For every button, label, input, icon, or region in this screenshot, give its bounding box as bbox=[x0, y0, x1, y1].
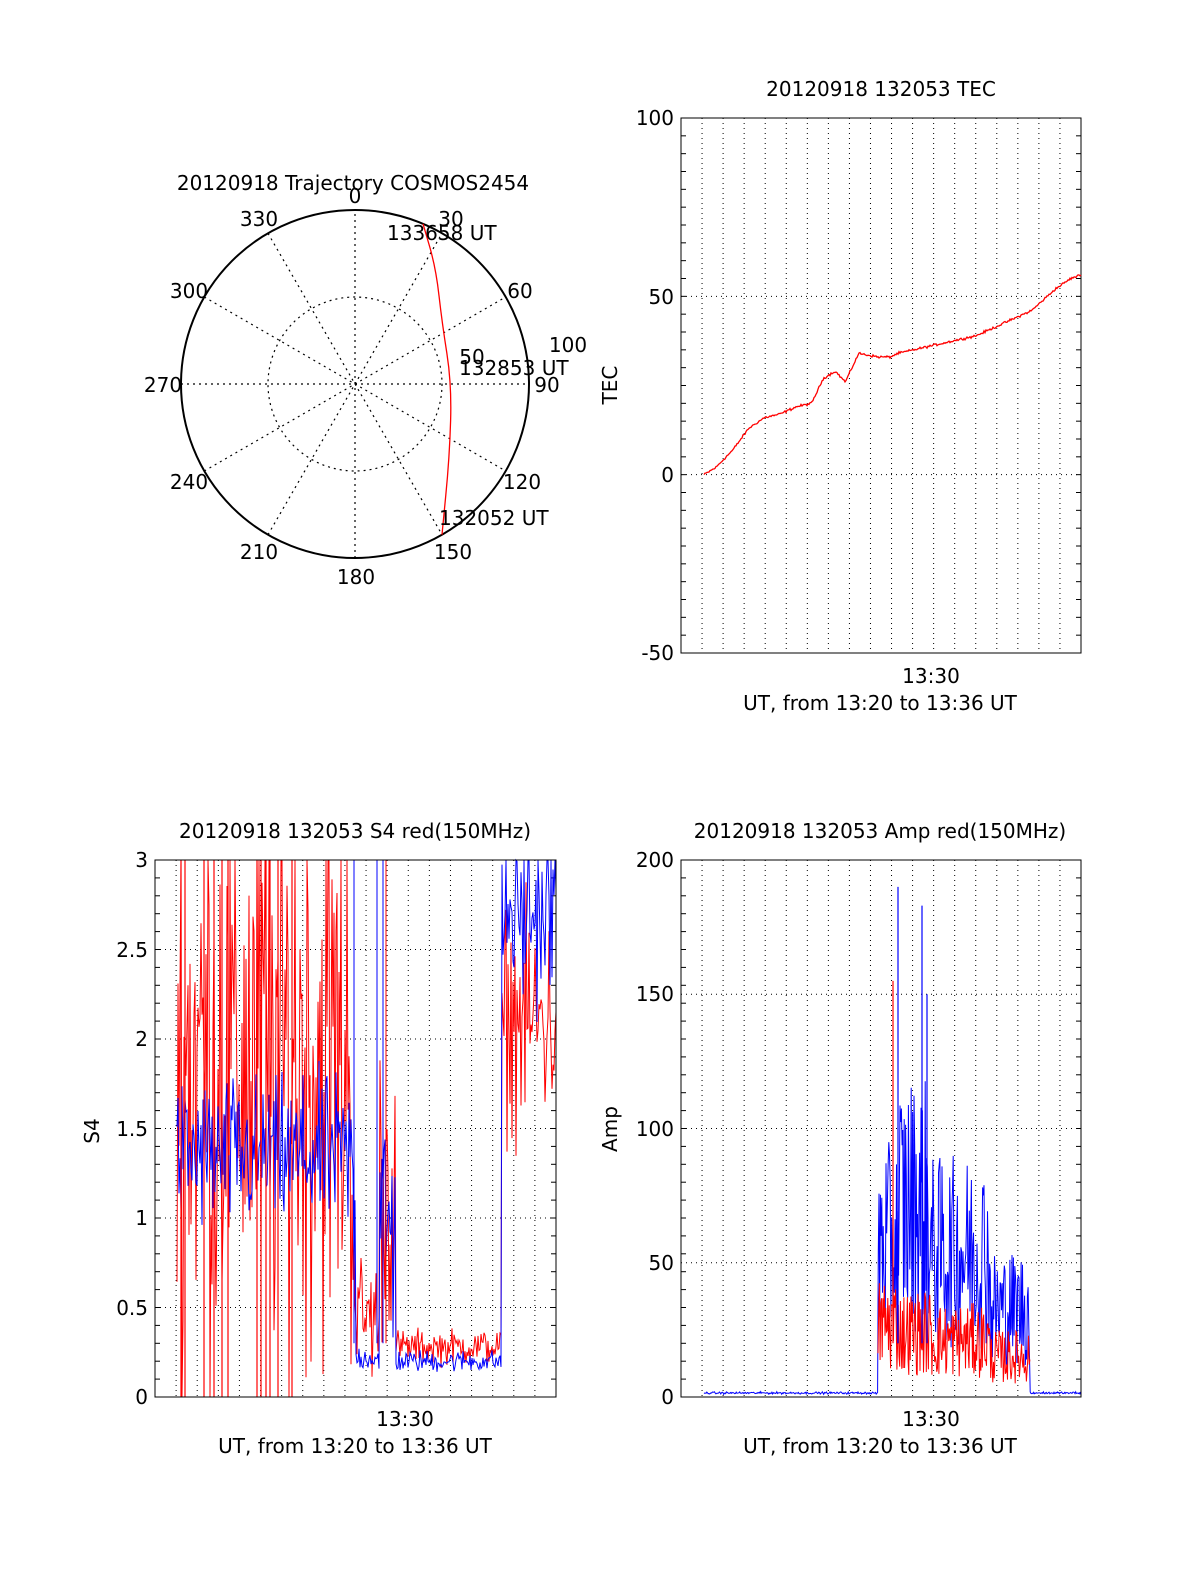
amp-ytick-0: 0 bbox=[661, 1385, 674, 1409]
s4-title: 20120918 132053 S4 red(150MHz) bbox=[179, 819, 531, 843]
tec-grid bbox=[681, 117, 1081, 653]
radial-label-100: 100 bbox=[549, 333, 587, 357]
tec-ytick-0: 0 bbox=[661, 463, 674, 487]
angle-label-90: 90 bbox=[534, 373, 559, 397]
tec-plot-frame bbox=[680, 117, 1082, 654]
amp-ylabel: Amp bbox=[598, 1106, 622, 1152]
amp-series bbox=[703, 886, 1082, 1396]
polar-chart: 20120918 Trajectory COSMOS2454 0 30 60 9… bbox=[144, 171, 587, 589]
radial-label-50: 50 bbox=[459, 345, 484, 369]
angle-label-180: 180 bbox=[337, 565, 375, 589]
trajectory-label-mid: 132853 UT bbox=[459, 356, 569, 380]
s4-blue-series bbox=[176, 858, 557, 1372]
amp-chart: 20120918 132053 Amp red(150MHz) 200 150 … bbox=[598, 819, 1082, 1458]
angle-label-120: 120 bbox=[503, 470, 541, 494]
tec-ytick-50: 50 bbox=[649, 285, 674, 309]
amp-xtick-1330: 13:30 bbox=[902, 1407, 960, 1431]
s4-ytick-2.5: 2.5 bbox=[116, 938, 148, 962]
amp-ytick-100: 100 bbox=[636, 1117, 674, 1141]
angle-label-60: 60 bbox=[507, 279, 532, 303]
amp-red-series bbox=[877, 1283, 1031, 1384]
s4-chart: 20120918 132053 S4 red(150MHz) 3 2.5 2 1… bbox=[80, 819, 557, 1458]
s4-xtick-1330: 13:30 bbox=[376, 1407, 434, 1431]
polar-inner-circle bbox=[267, 296, 443, 472]
amp-title: 20120918 132053 Amp red(150MHz) bbox=[694, 819, 1066, 843]
tec-title: 20120918 132053 TEC bbox=[766, 77, 996, 101]
s4-ytick-1: 1 bbox=[135, 1206, 148, 1230]
amp-grid bbox=[681, 859, 1081, 1397]
amp-ytick-200: 200 bbox=[636, 848, 674, 872]
s4-ylabel: S4 bbox=[80, 1118, 104, 1143]
tec-ytick-neg50: -50 bbox=[641, 641, 674, 665]
amp-xlabel: UT, from 13:20 to 13:36 UT bbox=[743, 1434, 1018, 1458]
s4-plot-frame bbox=[154, 859, 557, 1398]
angle-label-330: 330 bbox=[240, 207, 278, 231]
tec-chart: 20120918 132053 TEC 100 50 0 -50 TEC 13:… bbox=[598, 77, 1082, 715]
angle-label-240: 240 bbox=[170, 470, 208, 494]
angle-label-150: 150 bbox=[434, 540, 472, 564]
amp-blue-series bbox=[703, 1081, 1082, 1396]
polar-spokes bbox=[181, 210, 529, 558]
amp-plot-frame bbox=[680, 859, 1082, 1398]
s4-ytick-0.5: 0.5 bbox=[116, 1296, 148, 1320]
s4-ytick-1.5: 1.5 bbox=[116, 1117, 148, 1141]
angle-label-30: 30 bbox=[438, 207, 463, 231]
tec-series-line bbox=[703, 274, 1082, 475]
trajectory-label-end: 133658 UT bbox=[387, 221, 497, 245]
s4-xlabel: UT, from 13:20 to 13:36 UT bbox=[218, 1434, 493, 1458]
polar-spoke-150 bbox=[267, 233, 443, 535]
tec-ytick-100: 100 bbox=[636, 106, 674, 130]
amp-ytick-150: 150 bbox=[636, 982, 674, 1006]
amp-ytick-50: 50 bbox=[649, 1251, 674, 1275]
s4-ytick-2: 2 bbox=[135, 1027, 148, 1051]
polar-trajectory-line bbox=[422, 223, 452, 535]
angle-label-210: 210 bbox=[240, 540, 278, 564]
tec-xtick-1330: 13:30 bbox=[902, 664, 960, 688]
angle-label-270: 270 bbox=[144, 373, 182, 397]
polar-title: 20120918 Trajectory COSMOS2454 bbox=[177, 171, 529, 195]
tec-xlabel: UT, from 13:20 to 13:36 UT bbox=[743, 691, 1018, 715]
trajectory-label-start: 132052 UT bbox=[439, 506, 549, 530]
angle-label-300: 300 bbox=[170, 279, 208, 303]
s4-ytick-3: 3 bbox=[135, 848, 148, 872]
s4-series bbox=[176, 858, 557, 1398]
s4-ytick-0: 0 bbox=[135, 1385, 148, 1409]
polar-angle-labels: 0 30 60 90 120 150 180 210 240 270 300 3… bbox=[144, 184, 587, 589]
tec-ylabel: TEC bbox=[598, 366, 622, 406]
angle-label-0: 0 bbox=[349, 184, 362, 208]
